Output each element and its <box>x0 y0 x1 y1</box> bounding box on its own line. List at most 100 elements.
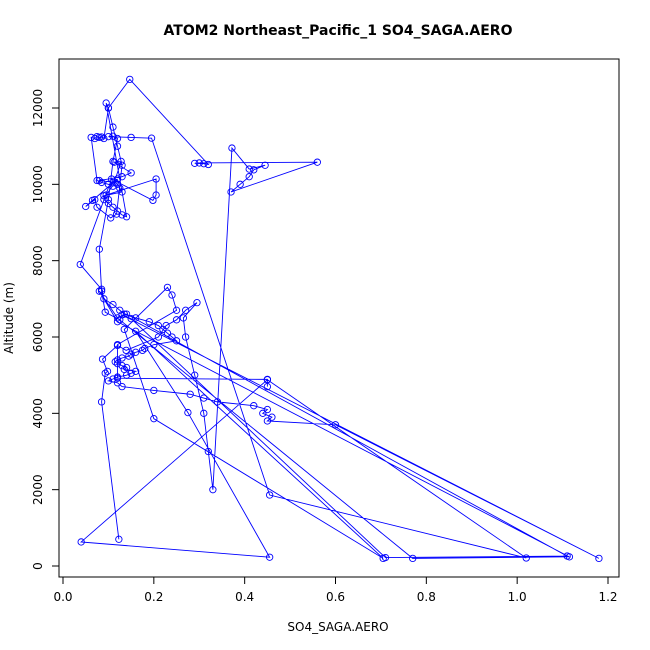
data-point <box>200 409 208 417</box>
data-point <box>132 314 140 322</box>
data-point <box>209 486 217 494</box>
data-point <box>95 245 103 253</box>
data-point <box>154 321 163 330</box>
data-point <box>118 361 126 370</box>
data-point <box>127 133 135 142</box>
data-point <box>204 160 212 169</box>
data-point <box>138 346 147 355</box>
y-tick-label: 2000 <box>31 474 45 505</box>
data-point <box>181 306 190 314</box>
data-point <box>150 340 158 349</box>
x-tick-label: 0.4 <box>235 590 254 604</box>
data-point <box>118 188 126 196</box>
data-point <box>265 491 274 499</box>
data-point <box>113 379 122 387</box>
data-point <box>115 535 123 543</box>
data-point <box>163 283 172 292</box>
data-point <box>127 169 135 177</box>
y-tick-label: 8000 <box>31 245 45 276</box>
data-point <box>109 182 117 190</box>
data-point <box>168 333 176 341</box>
y-tick-label: 0 <box>31 562 45 570</box>
data-point <box>154 333 163 341</box>
data-point <box>409 554 417 563</box>
data-point <box>126 75 134 84</box>
data-point <box>112 210 121 218</box>
data-point <box>595 554 603 563</box>
data-point <box>181 333 190 341</box>
x-tick-label: 1.2 <box>598 590 617 604</box>
data-point <box>245 165 253 173</box>
data-point <box>152 191 160 199</box>
data-point <box>113 356 122 364</box>
data-point <box>122 346 130 355</box>
data-point <box>149 196 157 205</box>
series-lines <box>79 78 600 559</box>
data-point <box>117 157 125 166</box>
data-point <box>213 398 222 406</box>
data-point <box>152 175 160 183</box>
data-point <box>565 553 574 561</box>
data-point <box>159 325 167 334</box>
data-point <box>147 134 156 142</box>
y-tick-label: 10000 <box>31 165 45 203</box>
data-point <box>109 132 117 140</box>
x-tick-label: 0.0 <box>53 590 72 604</box>
data-point <box>118 354 126 362</box>
data-point <box>91 134 99 143</box>
data-point <box>104 132 113 141</box>
data-point <box>100 195 108 204</box>
data-point <box>107 175 116 183</box>
data-point <box>77 538 85 546</box>
data-point <box>103 367 112 375</box>
data-point <box>113 134 122 143</box>
data-point <box>122 371 131 379</box>
y-tick-label: 12000 <box>31 89 45 127</box>
data-point <box>127 369 135 377</box>
data-point <box>120 325 128 334</box>
data-point <box>111 358 119 366</box>
data-point <box>97 398 106 406</box>
data-point <box>259 409 267 417</box>
data-point <box>116 184 124 192</box>
data-point <box>109 123 117 131</box>
data-point <box>265 553 274 561</box>
data-point <box>250 402 258 410</box>
data-point <box>104 199 113 208</box>
data-point <box>116 316 124 324</box>
series-points <box>76 75 603 563</box>
data-point <box>118 161 126 169</box>
data-point <box>93 176 101 185</box>
data-point <box>102 99 110 107</box>
data-point <box>95 176 103 185</box>
data-point <box>118 211 126 219</box>
data-point <box>150 415 158 423</box>
data-point <box>127 315 135 323</box>
plot-area <box>58 58 620 578</box>
series-line <box>79 78 600 559</box>
data-point <box>107 214 115 222</box>
data-point <box>132 348 140 356</box>
data-point <box>184 408 192 417</box>
data-point <box>109 300 117 309</box>
data-point <box>113 142 122 150</box>
data-point <box>200 394 208 402</box>
data-point <box>109 375 117 383</box>
data-point <box>263 382 272 391</box>
data-point <box>76 260 84 269</box>
data-point <box>268 413 276 421</box>
data-point <box>228 144 236 152</box>
data-point <box>101 308 109 316</box>
data-point <box>113 318 122 326</box>
data-point <box>263 375 272 384</box>
data-point <box>261 161 269 169</box>
data-point <box>113 175 122 183</box>
data-point <box>87 133 95 142</box>
x-axis-label: SO4_SAGA.AERO <box>287 620 388 634</box>
data-point <box>122 310 131 318</box>
data-point <box>141 344 149 353</box>
data-point <box>522 554 530 562</box>
data-point <box>263 417 272 425</box>
data-point <box>102 191 110 199</box>
